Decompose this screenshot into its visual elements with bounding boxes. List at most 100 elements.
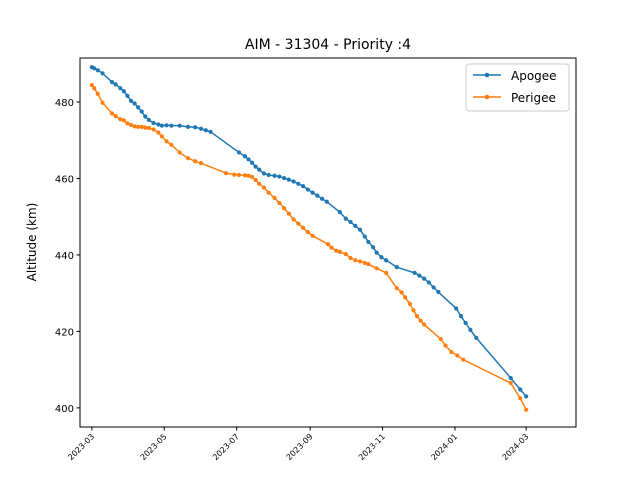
apogee-data-point (277, 174, 282, 179)
perigee-data-point (334, 248, 339, 253)
apogee-data-point (272, 173, 277, 178)
perigee-data-point (348, 255, 353, 261)
apogee-data-point (463, 320, 468, 326)
perigee-data-point (272, 195, 277, 201)
perigee-data-point (118, 117, 123, 122)
apogee-data-point (454, 306, 459, 311)
perigee-data-point (257, 181, 262, 186)
apogee-data-point (208, 129, 213, 134)
apogee-data-point (146, 117, 151, 123)
apogee-data-point (366, 239, 371, 245)
perigee-data-point (128, 122, 134, 128)
perigee-data-point (399, 290, 404, 295)
apogee-data-point (143, 114, 148, 119)
axes-frame (79, 57, 577, 428)
perigee-data-point (384, 270, 389, 275)
series-layer (89, 65, 529, 412)
apogee-data-point (286, 177, 291, 182)
apogee-data-point (242, 154, 248, 159)
perigee-data-point (461, 357, 466, 362)
perigee-data-point (266, 190, 271, 195)
apogee-data-point (92, 66, 97, 71)
perigee-data-point (232, 172, 237, 177)
apogee-data-point (291, 179, 296, 184)
perigee-data-point (246, 173, 251, 178)
apogee-data-point (236, 150, 242, 155)
perigee-data-point (277, 200, 282, 206)
perigee-data-point (418, 318, 423, 323)
apogee-data-point (266, 172, 271, 178)
perigee-data-point (242, 173, 248, 178)
perigee-data-point (132, 124, 137, 129)
y-tick-label: 480 (55, 98, 74, 109)
perigee-data-point (438, 336, 443, 342)
apogee-data-point (468, 327, 473, 332)
apogee-data-point (253, 164, 258, 169)
apogee-data-point (431, 285, 436, 290)
perigee-data-point (357, 259, 363, 264)
perigee-data-point (177, 150, 182, 155)
apogee-data-point (436, 289, 441, 295)
perigee-data-point (325, 242, 331, 247)
apogee-data-point (151, 120, 156, 126)
y-axis-label: Altitude (km) (25, 203, 39, 282)
legend-perigee-label: Perigee (511, 91, 556, 105)
perigee-data-point (362, 260, 367, 266)
apogee-data-point (417, 273, 422, 278)
perigee-data-point (125, 121, 130, 126)
apogee-data-point (185, 124, 191, 129)
apogee-data-point (136, 105, 141, 110)
apogee-data-point (121, 89, 126, 94)
perigee-data-point (109, 111, 115, 116)
apogee-data-point (524, 394, 529, 399)
perigee-data-point (249, 174, 255, 180)
perigee-data-point (185, 156, 191, 161)
apogee-data-point (508, 375, 513, 381)
apogee-data-point (518, 387, 523, 392)
perigee-data-point (407, 301, 412, 306)
perigee-data-point (193, 159, 198, 164)
apogee-data-point (379, 255, 384, 260)
apogee-data-point (343, 216, 348, 221)
apogee-data-point (128, 98, 134, 103)
perigee-data-point (518, 396, 523, 401)
apogee-data-point (132, 101, 137, 106)
legend: Apogee Perigee (465, 63, 570, 112)
y-tick-label: 440 (55, 251, 74, 262)
perigee-data-point (394, 286, 399, 291)
apogee-data-point (159, 123, 164, 128)
apogee-data-point (324, 199, 329, 204)
perigee-data-point (411, 308, 416, 313)
perigee-data-point (305, 229, 310, 235)
perigee-data-point (374, 266, 379, 271)
perigee-data-point (296, 221, 301, 226)
perigee-data-point (169, 142, 174, 147)
apogee-data-point (193, 125, 198, 130)
perigee-data-point (121, 118, 126, 123)
perigee-data-point (508, 380, 513, 386)
apogee-data-point (374, 250, 379, 255)
perigee-data-point (337, 249, 342, 254)
perigee-data-point (310, 233, 315, 238)
perigee-data-point (282, 206, 287, 211)
perigee-data-point (353, 258, 358, 263)
apogee-data-point (164, 123, 169, 128)
apogee-data-point (296, 181, 301, 186)
apogee-data-point (282, 175, 287, 181)
apogee-data-point (384, 258, 389, 263)
apogee-data-point (95, 68, 100, 73)
perigee-data-point (198, 161, 204, 166)
apogee-data-point (315, 193, 320, 198)
apogee-data-point (261, 171, 267, 176)
perigee-data-point (100, 100, 105, 105)
y-tick-label: 400 (55, 404, 74, 415)
perigee-data-point (300, 225, 306, 230)
perigee-data-point (136, 124, 141, 129)
apogee-data-point (249, 160, 255, 165)
apogee-data-point (412, 270, 417, 275)
perigee-data-point (443, 343, 448, 348)
perigee-data-point (151, 127, 156, 132)
perigee-data-point (414, 314, 420, 319)
perigee-data-point (329, 245, 334, 250)
